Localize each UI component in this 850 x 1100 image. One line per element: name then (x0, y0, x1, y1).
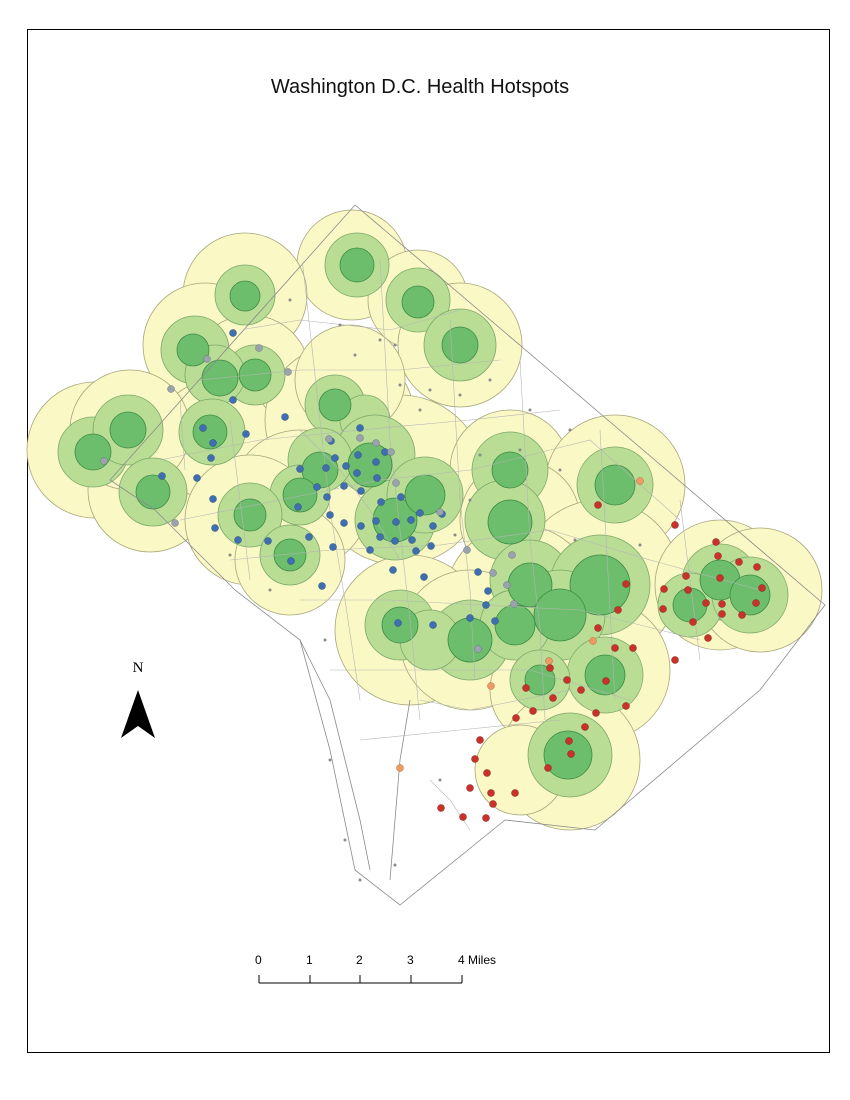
hotspot-points (437, 501, 766, 822)
coldspot-points (158, 329, 499, 629)
north-arrow-icon (121, 690, 155, 738)
scale-label-3: 3 (407, 953, 414, 967)
scale-label-0: 0 (255, 953, 262, 967)
census-tract-lines (159, 239, 761, 831)
north-label: N (132, 660, 144, 676)
dc-boundary (109, 204, 826, 906)
neutral-points (100, 344, 518, 653)
map-title: Washington D.C. Health Hotspots (270, 76, 570, 98)
tract-centroid-points (228, 298, 642, 882)
scale-label-4-miles: 4 Miles (458, 953, 497, 967)
buffer-zone-inner (74, 247, 771, 780)
scale-label-1: 1 (306, 953, 313, 967)
scale-label-2: 2 (356, 953, 363, 967)
warm-points (396, 477, 644, 772)
scale-bar (258, 975, 463, 984)
